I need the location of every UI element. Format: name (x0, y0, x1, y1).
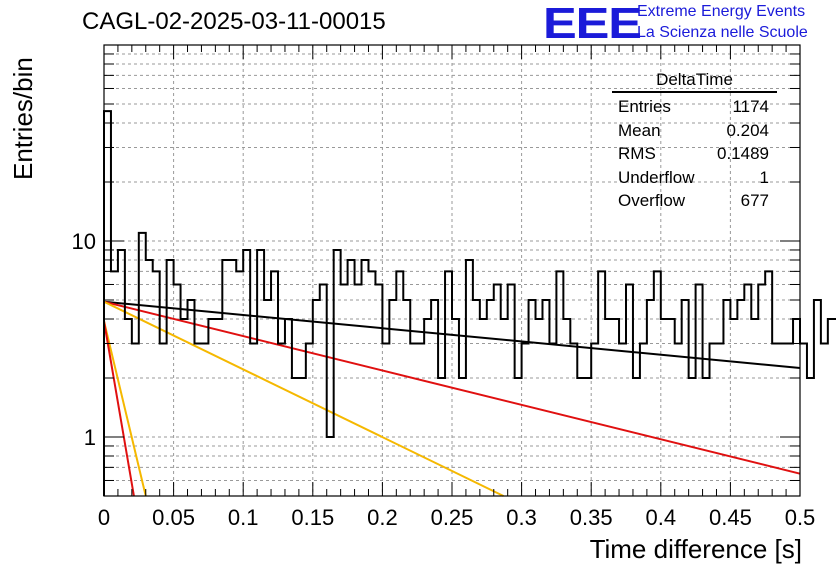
plot-frame (103, 44, 801, 497)
x-tick-label: 0.15 (291, 505, 334, 530)
x-tick-label: 0 (98, 505, 110, 530)
stats-row-rms: RMS 0.1489 (612, 142, 777, 166)
x-tick-label: 0.35 (570, 505, 613, 530)
fit-line (103, 300, 504, 497)
x-tick-label: 0.5 (785, 505, 816, 530)
chart-title: CAGL-02-2025-03-11-00015 (82, 8, 386, 35)
x-tick-label: 0.25 (431, 505, 474, 530)
x-tick-label: 0.1 (228, 505, 259, 530)
stats-box: DeltaTime Entries 1174 Mean 0.204 RMS 0.… (612, 70, 777, 213)
stats-value: 677 (740, 191, 769, 210)
stats-label: Entries (618, 97, 671, 116)
fit-line (103, 320, 147, 497)
stats-row-mean: Mean 0.204 (612, 119, 777, 143)
fit-line (103, 300, 801, 475)
histogram-series (103, 110, 836, 496)
stats-label: RMS (618, 144, 656, 163)
x-tick-label: 0.2 (367, 505, 398, 530)
eee-logo: EEE (543, 0, 642, 48)
x-tick-label: 0.05 (152, 505, 195, 530)
x-tick-label: 0.3 (506, 505, 537, 530)
stats-row-underflow: Underflow 1 (612, 166, 777, 190)
x-tick-label: 0.45 (709, 505, 752, 530)
histogram-line (103, 110, 836, 496)
y-tick-label: 10 (72, 229, 96, 254)
fit-line (103, 300, 801, 369)
stats-label: Mean (618, 120, 661, 140)
y-axis-label: Entries/bin (8, 57, 38, 180)
fit-line (103, 320, 135, 497)
stats-value: 1174 (732, 97, 769, 116)
y-tick-label: 1 (84, 425, 96, 450)
stats-value: 0.1489 (717, 144, 769, 163)
fit-curves (103, 300, 801, 497)
x-tick-label: 0.4 (646, 505, 677, 530)
x-axis-label: Time difference [s] (589, 534, 802, 564)
logo-line-2: La Scienza nelle Scuole (637, 24, 808, 41)
stats-value: 1 (759, 167, 769, 187)
stats-label: Overflow (618, 191, 686, 210)
stats-label: Underflow (618, 167, 695, 187)
stats-value: 0.204 (726, 120, 769, 140)
stats-row-entries: Entries 1174 (612, 95, 777, 119)
logo-line-1: Extreme Energy Events (637, 3, 806, 20)
axis-ticks: 0 0.05 0.1 0.15 0.2 0.25 0.3 0.35 0.4 0.45 0.5 1 10 (72, 45, 816, 530)
stats-title: DeltaTime (612, 70, 777, 93)
stats-row-overflow: Overflow 677 (612, 189, 777, 213)
